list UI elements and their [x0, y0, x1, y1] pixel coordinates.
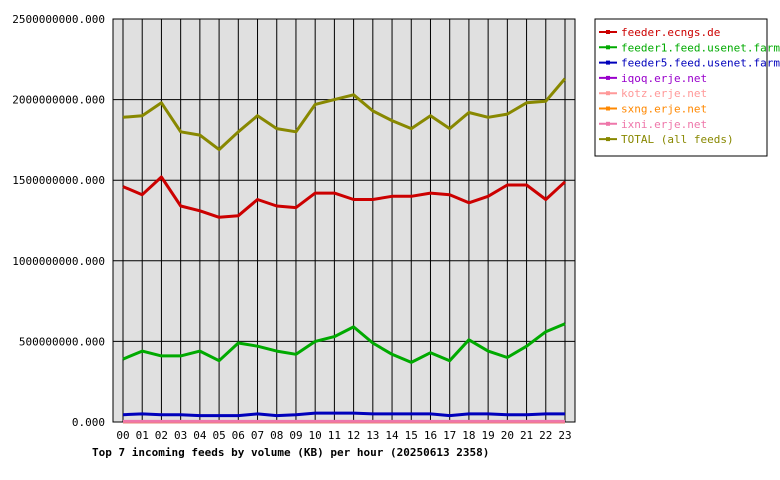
legend-box [594, 18, 768, 157]
series-lines [122, 77, 567, 424]
y-tick-label: 2000000000.000 [12, 94, 105, 107]
x-tick-label: 04 [193, 429, 207, 442]
legend-items: feeder.ecngs.de feeder1.feed.usenet.farm f… [599, 26, 780, 146]
x-tick-label: 16 [424, 429, 437, 442]
x-tick-label: 02 [155, 429, 168, 442]
x-tick-label: 18 [462, 429, 475, 442]
x-tick-label: 01 [136, 429, 149, 442]
legend-label: kotz.erje.net [621, 87, 707, 100]
x-tick-label: 21 [520, 429, 533, 442]
x-tick-label: 19 [482, 429, 495, 442]
x-tick-label: 20 [501, 429, 514, 442]
legend-marker [606, 121, 610, 126]
y-axis-tick-labels: 0.000 500000000.000 1000000000.000 15000000… [12, 13, 105, 429]
x-tick-label: 03 [174, 429, 187, 442]
series-line [122, 77, 567, 152]
series-line [122, 411, 565, 418]
legend-label: sxng.erje.net [621, 103, 707, 116]
x-tick-label: 07 [251, 429, 264, 442]
y-tick-label: 500000000.000 [19, 335, 105, 348]
x-tick-label: 23 [558, 429, 571, 442]
x-tick-label: 00 [116, 429, 129, 442]
y-tick-label: 0.000 [72, 416, 105, 429]
x-tick-label: 17 [443, 429, 456, 442]
legend-label: feeder5.feed.usenet.farm [621, 57, 780, 70]
x-tick-label: 08 [270, 429, 283, 442]
x-tick-label: 10 [309, 429, 322, 442]
x-tick-label: 09 [289, 429, 302, 442]
x-tick-label: 06 [232, 429, 245, 442]
legend-marker [606, 60, 610, 65]
x-tick-label: 12 [347, 429, 360, 442]
legend: feeder.ecngs.de feeder1.feed.usenet.farm f… [594, 18, 780, 157]
x-tick-label: 05 [212, 429, 225, 442]
y-tick-label: 2500000000.000 [12, 13, 105, 26]
x-tick-label: 11 [328, 429, 341, 442]
chart-title: Top 7 incoming feeds by volume (KB) per … [92, 446, 489, 459]
legend-marker [606, 106, 610, 111]
series-line [122, 175, 567, 219]
x-axis-tick-labels: 00 01 02 03 04 05 06 07 08 09 10 11 12 13 14 15 16 17 18 19… [116, 429, 571, 442]
legend-label: TOTAL (all feeds) [621, 133, 734, 146]
legend-label: ixni.erje.net [621, 118, 707, 131]
series-line [122, 322, 566, 364]
legend-marker [606, 45, 610, 50]
legend-label: iqoq.erje.net [621, 72, 707, 85]
y-tick-label: 1000000000.000 [12, 255, 105, 268]
x-tick-label: 13 [366, 429, 379, 442]
y-tick-label: 1500000000.000 [12, 174, 105, 187]
x-tick-label: 15 [405, 429, 418, 442]
legend-label: feeder1.feed.usenet.farm [621, 41, 780, 54]
legend-marker [606, 91, 610, 96]
legend-marker [606, 30, 610, 34]
legend-marker [606, 75, 610, 80]
legend-label: feeder.ecngs.de [621, 26, 720, 39]
plot-area [113, 19, 575, 422]
x-tick-label: 14 [385, 429, 399, 442]
legend-marker [606, 137, 610, 142]
x-tick-label: 22 [539, 429, 552, 442]
